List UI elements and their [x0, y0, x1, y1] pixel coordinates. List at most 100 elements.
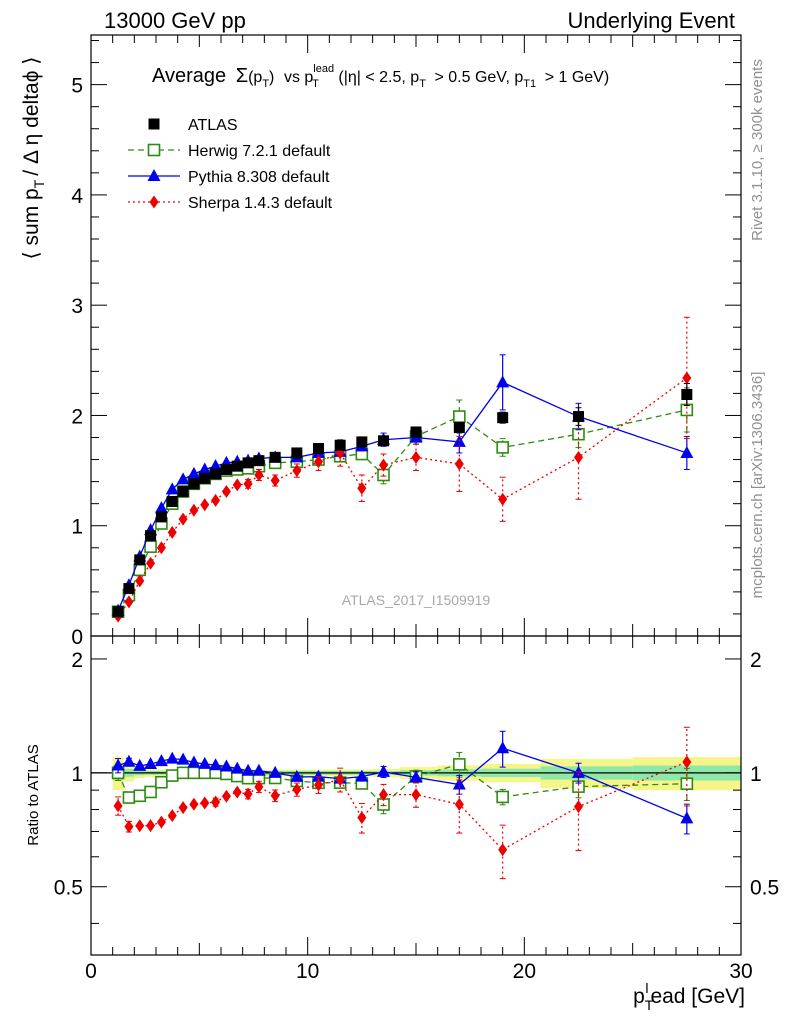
- point-herwig: [144, 540, 157, 553]
- main-y-tick-label: 1: [71, 516, 83, 539]
- x-axis-label: pTlead [GeV]: [633, 980, 745, 1013]
- ratio-point-pythia: [219, 759, 233, 772]
- point-atlas: [681, 388, 693, 400]
- ratio-point-pythia: [111, 758, 125, 771]
- collision-label: 13000 GeV pp: [104, 8, 246, 33]
- point-sherpa: [270, 474, 280, 488]
- title-sigma: Σ: [236, 65, 248, 87]
- series-line-pythia: [117, 381, 688, 611]
- ratio-point-sherpa: [682, 755, 692, 769]
- ratio-point-herwig: [198, 766, 212, 780]
- x-tick-label: 10: [296, 960, 319, 983]
- ratio-point-herwig: [496, 790, 509, 804]
- point-atlas: [177, 486, 189, 498]
- ratio-point-pythia: [198, 756, 212, 769]
- main-y-tick-label: 2: [71, 405, 83, 428]
- ratio-point-sherpa: [314, 778, 323, 792]
- ratio-point-pythia: [377, 764, 390, 777]
- point-atlas: [199, 472, 211, 484]
- x-tick-label: 0: [85, 960, 97, 983]
- x-tick-label: 20: [513, 960, 536, 983]
- title-cuts-c: > 1 GeV): [545, 69, 609, 86]
- point-herwig: [680, 403, 694, 417]
- ratio-point-sherpa: [200, 796, 210, 810]
- point-atlas: [453, 422, 465, 434]
- point-pythia: [176, 472, 190, 485]
- ratio-point-pythia: [209, 758, 223, 771]
- point-sherpa: [574, 450, 583, 464]
- ratio-point-sherpa: [411, 788, 421, 802]
- point-sherpa: [682, 371, 692, 385]
- ratio-point-pythia: [122, 754, 136, 767]
- ratio-point-sherpa: [113, 799, 123, 813]
- ratio-point-herwig: [155, 775, 168, 789]
- ratio-point-sherpa: [135, 819, 145, 833]
- point-atlas: [410, 426, 422, 438]
- title-sigma-sub: T: [262, 78, 269, 90]
- legend-marker-atlas: [148, 118, 160, 130]
- legend: ATLAS Herwig 7.2.1 default Pythia 8.308 de…: [128, 117, 333, 212]
- main-y-tick-label: 5: [71, 75, 83, 98]
- point-sherpa: [357, 481, 367, 495]
- point-atlas: [231, 460, 243, 472]
- point-sherpa: [167, 525, 177, 539]
- ratio-point-sherpa: [232, 785, 242, 799]
- ratio-point-pythia: [187, 755, 201, 768]
- ratio-y-tick-label-right: 0.5: [750, 877, 779, 900]
- ratio-point-pythia: [680, 811, 694, 824]
- point-sherpa: [454, 457, 464, 471]
- point-sherpa: [200, 498, 210, 512]
- ratio-y-axis-label: Ratio to ATLAS: [25, 744, 42, 845]
- ratio-point-pythia: [409, 770, 423, 783]
- point-sherpa: [221, 485, 231, 499]
- main-y-tick-label: 4: [71, 185, 83, 208]
- ratio-point-pythia: [154, 754, 168, 767]
- ratio-point-pythia: [144, 757, 158, 770]
- ratio-point-pythia: [312, 769, 325, 782]
- ratio-point-sherpa: [211, 795, 221, 809]
- point-atlas: [356, 436, 368, 448]
- point-atlas: [145, 530, 157, 542]
- point-atlas: [242, 457, 254, 469]
- ratio-point-sherpa: [146, 819, 156, 833]
- point-atlas: [123, 583, 135, 595]
- ratio-point-herwig: [187, 766, 201, 780]
- series-atlas: [112, 382, 693, 618]
- mcplots-label: mcplots.cern.ch [arXiv:1306.3436]: [749, 372, 766, 599]
- point-atlas: [313, 443, 324, 455]
- ratio-point-pythia: [452, 777, 466, 790]
- point-sherpa: [243, 477, 253, 491]
- ratio-point-sherpa: [178, 801, 188, 815]
- ratio-point-sherpa: [379, 788, 388, 802]
- point-pythia: [187, 466, 201, 479]
- ratio-point-sherpa: [574, 800, 583, 814]
- ratio-point-sherpa: [124, 820, 134, 834]
- point-pythia: [165, 482, 179, 495]
- plot-title: Average Σ(pT) vs plead T (|η| < 2.5, pT >…: [152, 63, 609, 92]
- ratio-point-pythia: [133, 758, 147, 771]
- point-atlas: [166, 495, 178, 507]
- point-atlas: [188, 478, 200, 490]
- ratio-point-pythia: [241, 763, 255, 776]
- legend-label-herwig: Herwig 7.2.1 default: [188, 143, 331, 160]
- main-y-axis-label: ⟨ sum pT/ Δ η deltaϕ ⟩: [20, 57, 47, 260]
- svg-text:⟨ sum pT/ Δ η deltaϕ ⟩: ⟨ sum pT/ Δ η deltaϕ ⟩: [20, 57, 47, 260]
- ratio-point-sherpa: [498, 843, 508, 857]
- title-sigma-close: ): [269, 69, 274, 86]
- ratio-series-layer: [111, 726, 694, 880]
- point-herwig: [496, 441, 509, 454]
- point-pythia: [680, 445, 694, 458]
- point-pythia: [198, 462, 212, 475]
- ratio-point-pythia: [176, 752, 190, 765]
- ratio-point-sherpa: [167, 809, 177, 823]
- ratio-point-sherpa: [156, 815, 166, 829]
- legend-entry-sherpa: Sherpa 1.4.3 default: [128, 195, 333, 212]
- ratio-point-pythia: [230, 761, 244, 774]
- point-atlas: [220, 463, 232, 475]
- ratio-point-sherpa: [454, 797, 464, 811]
- ratio-y-tick-label: 1: [71, 763, 83, 786]
- point-sherpa: [498, 492, 508, 506]
- point-atlas: [210, 468, 222, 480]
- point-atlas: [253, 455, 265, 467]
